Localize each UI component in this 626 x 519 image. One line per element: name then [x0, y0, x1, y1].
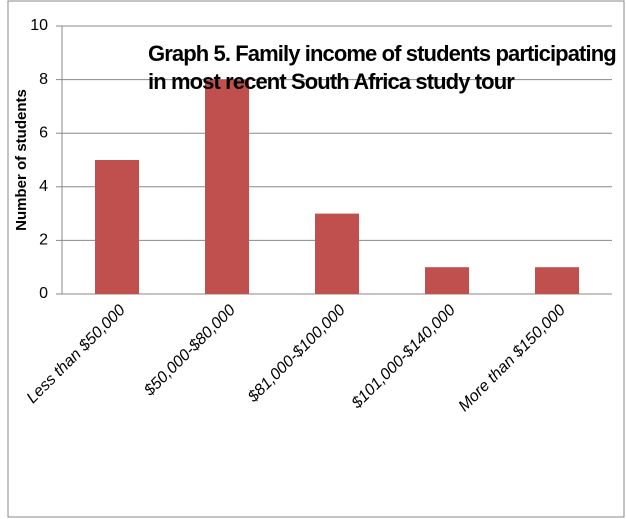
- y-axis-label: Number of students: [13, 89, 30, 231]
- y-tick-label: 8: [39, 71, 48, 88]
- bar: [95, 160, 139, 294]
- y-tick-label: 0: [39, 285, 48, 302]
- y-tick-label: 2: [39, 232, 48, 249]
- bar: [315, 213, 359, 294]
- bar: [535, 267, 579, 294]
- x-tick-label: $81,000-$100,000: [244, 302, 349, 407]
- y-tick-label: 6: [39, 124, 48, 141]
- chart-title: Graph 5. Family income of students parti…: [148, 41, 617, 94]
- x-tick-label: $50,000-$80,000: [141, 302, 239, 400]
- x-tick-label: $101,000-$140,000: [348, 302, 459, 413]
- x-tick-label: More than $150,000: [456, 302, 569, 415]
- bar: [425, 267, 469, 294]
- frame: [7, 0, 625, 518]
- y-tick-label: 4: [39, 178, 48, 195]
- bar: [205, 79, 249, 294]
- y-tick-label: 10: [30, 17, 48, 34]
- x-tick-label: Less than $50,000: [24, 302, 129, 407]
